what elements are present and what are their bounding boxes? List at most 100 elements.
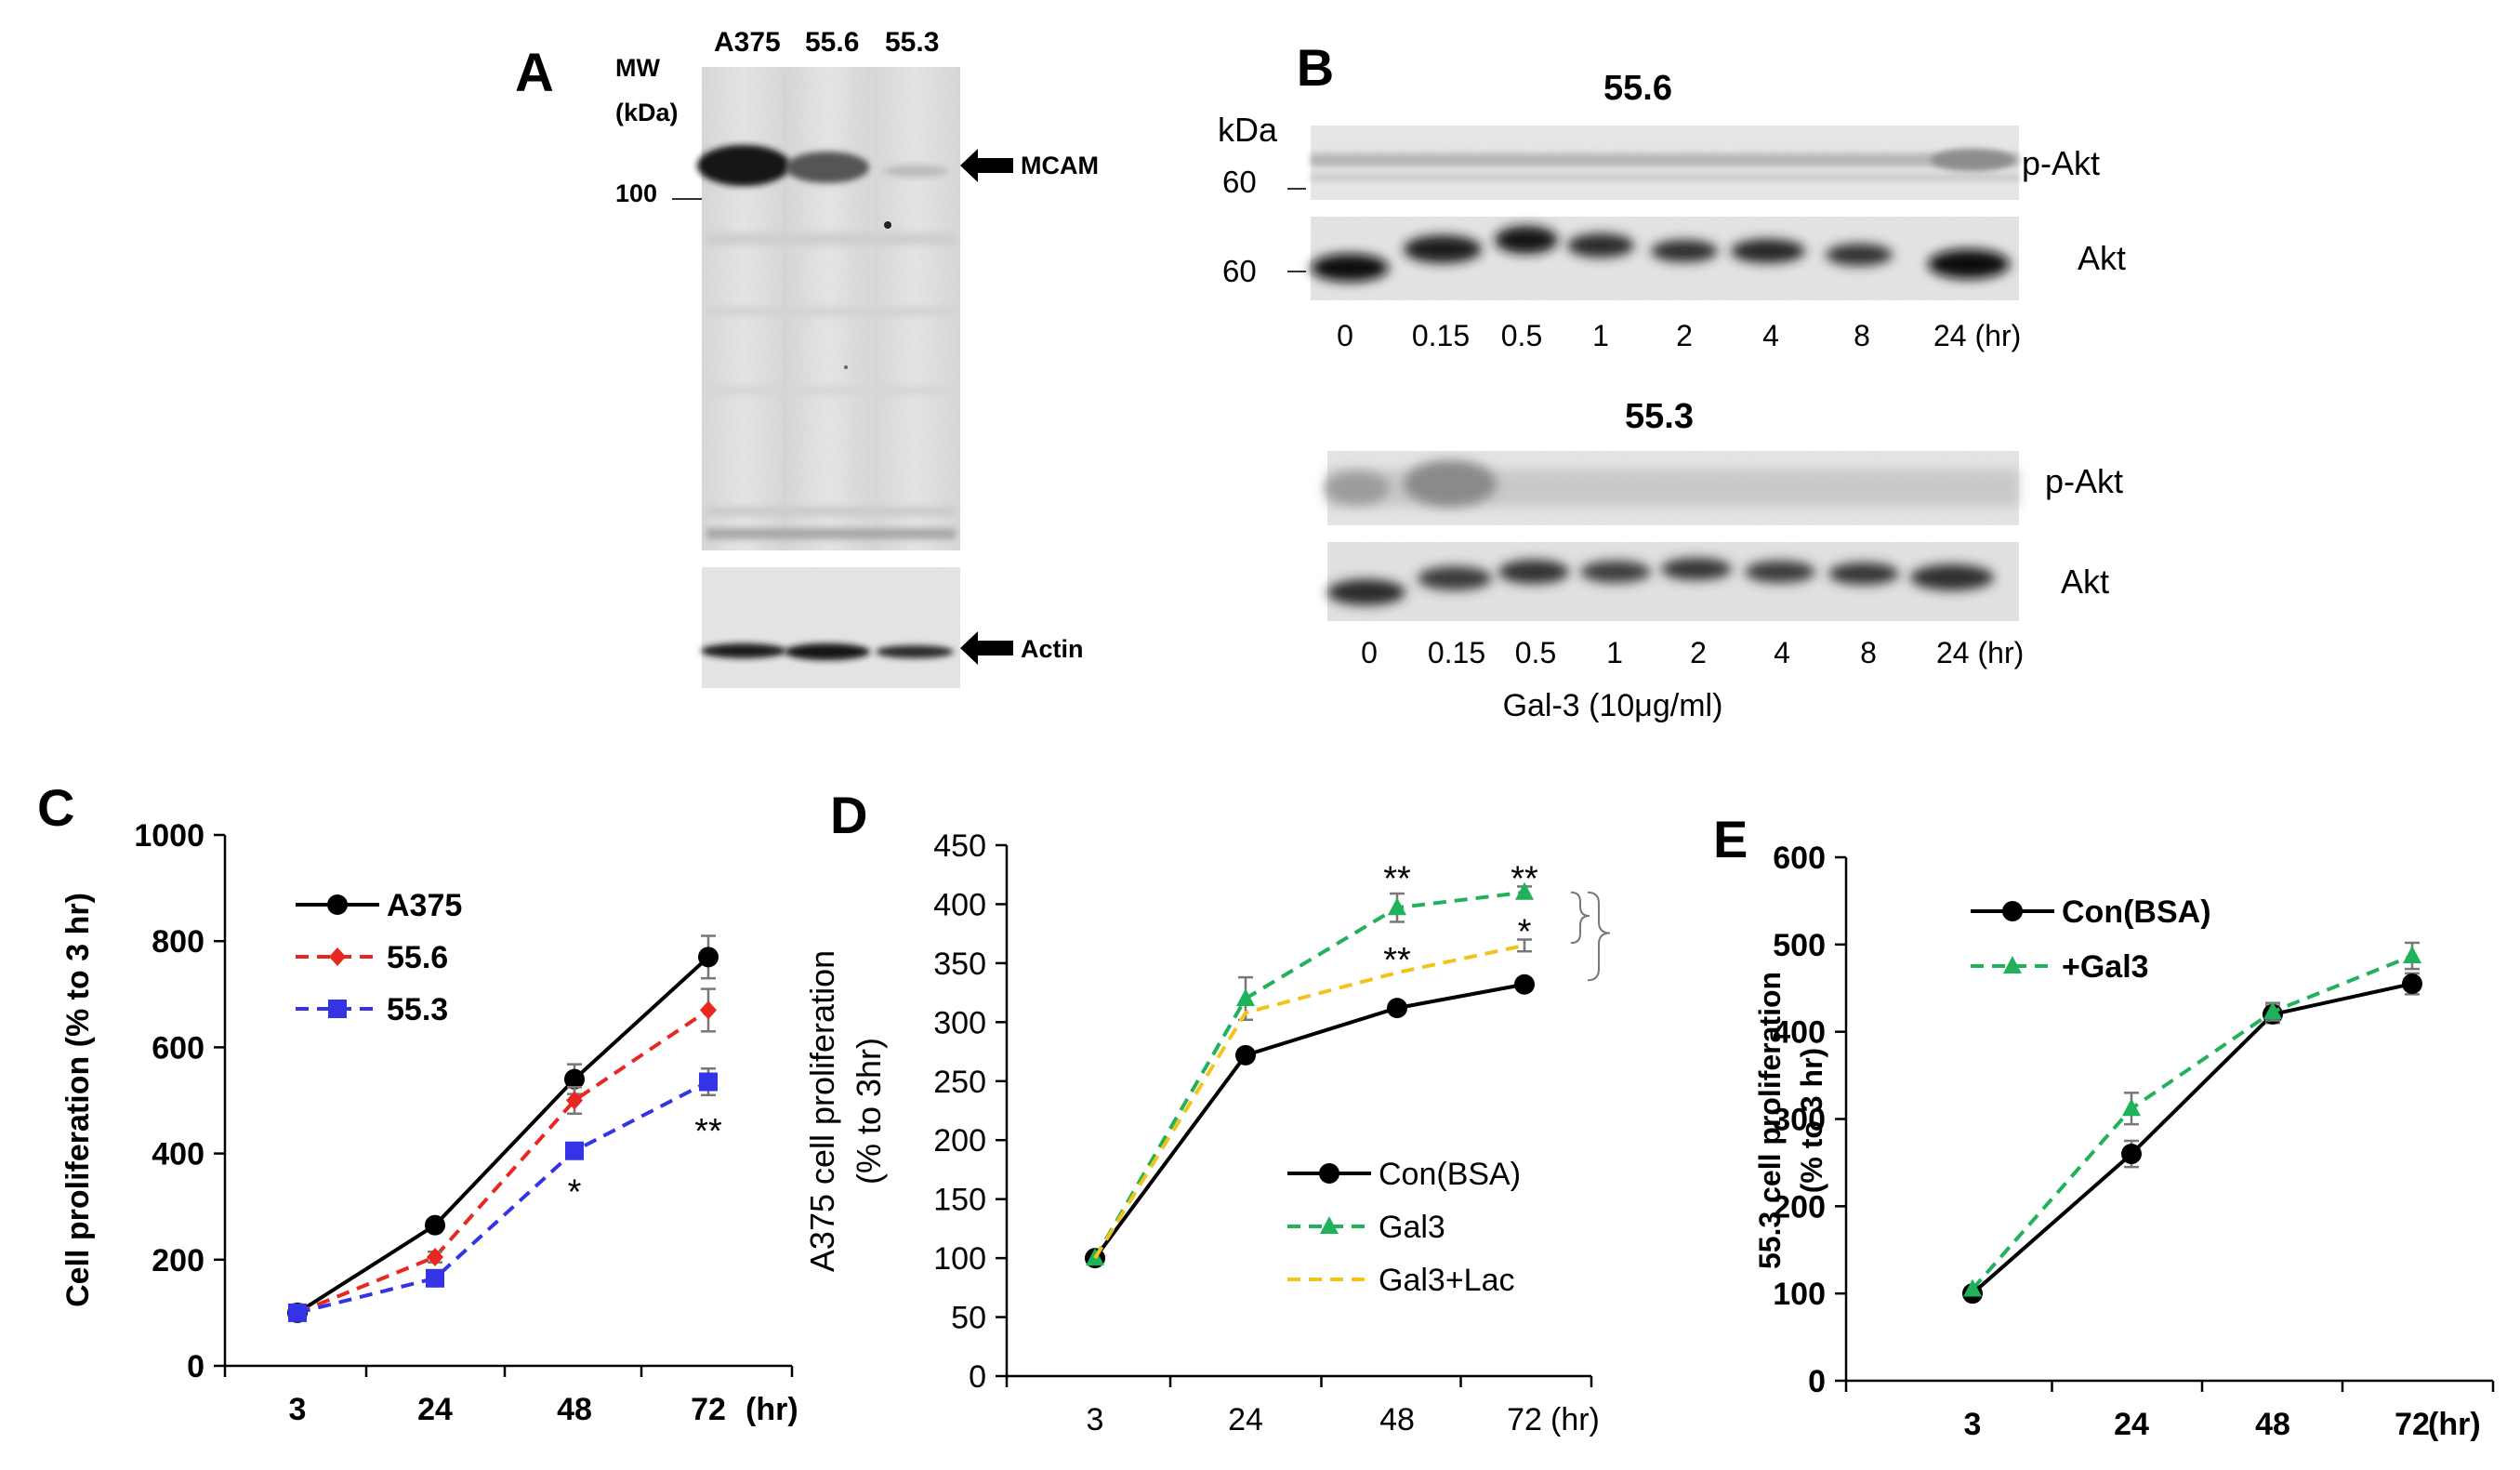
series-line [296,955,710,1315]
time-label-55-3: 0 [1361,636,1378,669]
legend: Con(BSA) Gal3 Gal3+Lac [1287,1157,1521,1298]
blot-55-3-title: 55.3 [1625,397,1694,436]
panel-a: A MW (kDa) 100 A375 55.6 55.3 [515,27,1099,688]
x-tick-label: 3 [1964,1407,1982,1442]
y-axis-label: (% to 3hr) [850,1038,888,1185]
data-point [1387,998,1407,1019]
data-point [566,1091,583,1110]
significance-label: ** [1383,859,1411,898]
time-label-55-6: 2 [1676,319,1693,352]
y-tick-label: 0 [1808,1364,1826,1399]
pakt-blot-55-3 [1325,451,2019,525]
x-tick-label: 72 [2395,1407,2430,1442]
panel-b-letter: B [1297,38,1334,97]
y-tick-label: 400 [152,1137,205,1172]
legend-label: A375 [387,888,462,923]
actin-band-55-3 [876,645,954,658]
bracket-large [1587,891,1611,982]
mw-unit-label: (kDa) [615,99,679,126]
series-gal3-lac [1093,938,1532,1260]
panel-letter: C [37,778,74,837]
series-line [1971,954,2413,1291]
data-point [564,1068,585,1090]
data-point [700,1000,717,1020]
y-tick-label: 400 [933,887,986,922]
y-tick-label: 200 [1773,1189,1826,1225]
data-point [1514,973,1535,995]
panel-a-letter: A [515,43,554,103]
time-labels-55-6: 0 0.15 0.5 1 2 4 8 24 (hr) [1337,319,2021,352]
data-point [2002,901,2023,921]
pakt-label-55-6: p-Akt [2022,144,2100,182]
time-label-55-6: 0.15 [1412,319,1470,352]
chart-d: D 0 50 100 150 200 250 300 350 400 450 3 24 48 72 (hr) A… [803,786,1611,1437]
akt-blot-55-6 [1311,217,2019,300]
actin-blot [701,567,960,688]
time-label-55-3: 24 (hr) [1936,636,2024,669]
actin-arrow-icon [960,631,1013,665]
series-con-bsa- [1085,973,1535,1269]
x-tick-label: 72 [1507,1402,1542,1437]
x-tick-label: 48 [557,1392,592,1427]
series--gal3 [1963,941,2421,1297]
legend-label: Con(BSA) [2062,894,2211,930]
time-label-55-3: 8 [1860,636,1877,669]
time-label-55-6: 4 [1762,319,1779,352]
actin-band-55-6 [785,643,870,660]
data-point [426,1268,444,1288]
lane-label-55-3: 55.3 [885,27,939,58]
y-tick-label: 350 [933,947,986,982]
y-tick-label: 1000 [134,818,205,854]
data-point [1515,881,1534,900]
legend: A375 55.6 55.3 [296,888,462,1027]
data-point [2403,946,2421,964]
time-label-55-3: 2 [1690,636,1707,669]
series-line [1971,982,2413,1295]
y-tick-label: 200 [152,1243,205,1278]
time-label-55-6: 0.5 [1501,319,1542,352]
series-a375 [287,934,719,1323]
y-axis-label: 55.3 cell proliferation [1753,972,1787,1269]
mcam-band-55-6 [785,152,869,183]
blot-55-6-title: 55.6 [1603,69,1672,108]
y-axis-label: A375 cell proliferation [803,950,841,1272]
x-tick-label: 48 [1379,1402,1415,1437]
time-label-55-6: 1 [1592,319,1609,352]
series-line [1093,890,1525,1260]
data-point [1320,1216,1339,1234]
series-gal3 [1086,881,1534,1266]
data-point [2263,1001,2282,1020]
y-tick-label: 450 [933,828,986,864]
y-tick-label: 600 [1773,841,1826,876]
treatment-label: Gal-3 (10μg/ml) [1503,688,1723,723]
y-tick-label: 300 [933,1005,986,1040]
series-con-bsa- [1962,972,2422,1304]
mcam-band-55-3 [883,165,948,178]
y-tick-label: 100 [933,1241,986,1277]
time-label-55-3: 4 [1774,636,1790,669]
y-axis-label: (% to 3 hr) [1795,1048,1828,1193]
lane-label-a375: A375 [714,27,781,58]
kda-label: kDa [1218,111,1278,149]
y-tick-label: 50 [951,1301,986,1336]
significance-label: ** [1511,859,1538,898]
y-tick-label: 0 [969,1359,986,1395]
panel-b: B 55.6 kDa 60 60 p-Akt Akt [1218,38,2126,723]
y-axis-label: Cell proliferation (% to 3 hr) [60,893,96,1307]
significance-label: ** [1383,941,1411,980]
y-tick-label: 100 [1773,1277,1826,1312]
mcam-arrow-icon [960,149,1013,182]
y-tick-label: 400 [1773,1015,1826,1051]
actin-label: Actin [1021,635,1084,663]
legend-label: Con(BSA) [1379,1157,1521,1192]
lane-label-55-6: 55.6 [805,27,859,58]
mw-label: MW [615,54,660,82]
data-point [2121,1144,2142,1165]
y-tick-label: 500 [1773,928,1826,963]
akt-label-55-6: Akt [2078,239,2126,277]
data-point [698,947,719,968]
y-tick-label: 800 [152,924,205,960]
time-label-55-6: 0 [1337,319,1353,352]
data-point [329,947,346,966]
significance-label: * [1518,912,1532,951]
